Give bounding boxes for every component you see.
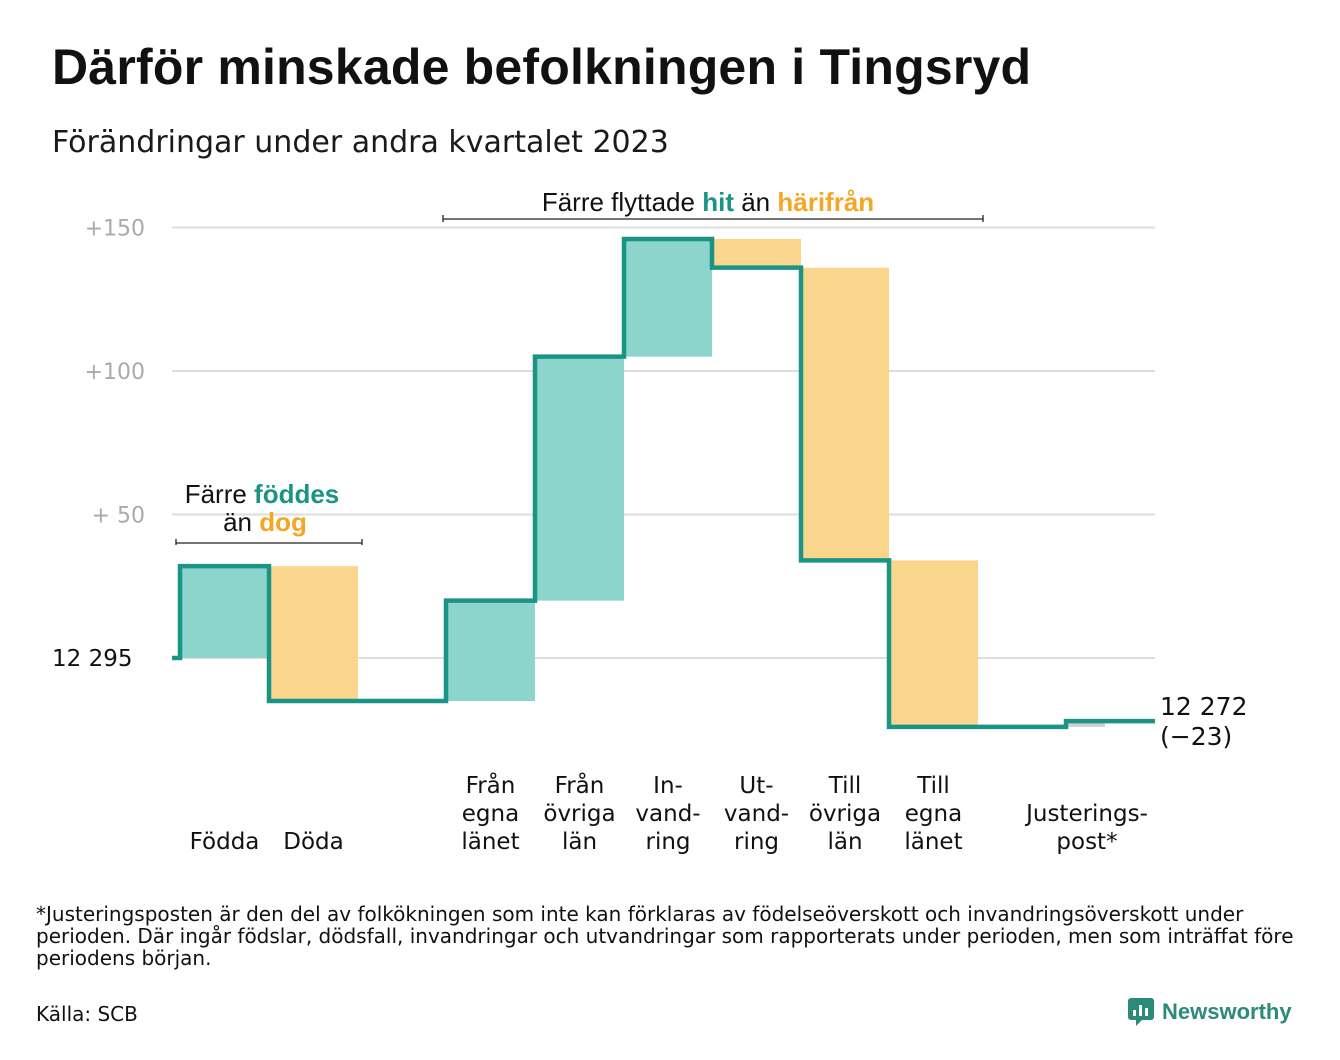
x-axis-label: länet <box>461 829 519 855</box>
step-line <box>172 236 1155 730</box>
waterfall-bar <box>1066 721 1105 727</box>
x-axis-label: Till <box>828 773 862 799</box>
waterfall-bar <box>446 600 535 702</box>
end-change-label: (−23) <box>1160 722 1232 751</box>
cumulative-step-line <box>172 236 1155 730</box>
annotation-births: Färre föddes än dog <box>175 479 363 545</box>
x-axis-label: In- <box>653 773 683 799</box>
source-label: Källa: SCB <box>36 1002 138 1026</box>
annotation-deaths-text: än <box>223 507 259 537</box>
x-axis-label: Från <box>466 771 516 799</box>
annotation-migration-highlight-hit: hit <box>702 187 734 217</box>
x-axis-label: Justerings- <box>1024 801 1148 827</box>
x-axis-label: övriga <box>809 801 881 827</box>
annotation-migration-text: Färre flyttade <box>542 187 702 217</box>
y-tick-label: +150 <box>85 217 145 242</box>
x-axis-label: post* <box>1056 829 1117 855</box>
annotation-migration-bracket <box>442 215 984 222</box>
start-value-label: 12 295 <box>52 646 132 672</box>
waterfall-bar <box>712 238 801 268</box>
x-axis-label: län <box>562 829 597 855</box>
x-axis-label: Till <box>916 773 950 799</box>
x-axis-label: län <box>827 829 862 855</box>
brand-logo: Newsworthy <box>1128 998 1292 1026</box>
waterfall-chart: +150+100+ 50 Födda DödaFrånegnalänetFrånö… <box>52 187 1247 855</box>
annotation-births-highlight: föddes <box>254 479 339 509</box>
x-axis-label: vand- <box>724 801 789 827</box>
waterfall-bar <box>535 356 624 601</box>
waterfall-bar <box>889 560 978 727</box>
annotation-migration-highlight-harifran: härifrån <box>777 187 874 217</box>
x-axis-label: Födda <box>190 829 260 855</box>
annotation-migration-mid: än <box>734 187 777 217</box>
chart-title: Därför minskade befolkningen i Tingsryd <box>52 39 1032 95</box>
end-labels: 12 295 12 272(−23) <box>52 646 1247 751</box>
x-axis-label: vand- <box>635 801 700 827</box>
x-axis-label: Från <box>555 771 605 799</box>
footnote: *Justeringsposten är den del av folkökni… <box>36 902 1294 970</box>
x-axis-label: Ut- <box>739 773 773 799</box>
waterfall-bar <box>801 267 889 561</box>
end-value-label: 12 272 <box>1160 692 1247 721</box>
x-axis-label: egna <box>462 801 519 827</box>
bars <box>180 238 1105 727</box>
y-axis-ticks: +150 +100 + 50 <box>85 217 145 529</box>
annotation-births-bracket <box>175 539 363 545</box>
waterfall-bar <box>269 566 358 702</box>
x-axis-labels: Födda DödaFrånegnalänetFrånövrigalänIn-va… <box>190 771 1148 855</box>
y-tick-label: + 50 <box>92 504 145 529</box>
newsworthy-logo-icon <box>1128 998 1154 1026</box>
waterfall-bar <box>624 238 712 357</box>
svg-text:Färre föddes: Färre föddes <box>185 479 340 509</box>
waterfall-bar <box>180 566 269 658</box>
svg-text:än dog: än dog <box>223 507 307 537</box>
x-axis-label: Döda <box>283 829 343 855</box>
annotation-deaths-highlight: dog <box>259 507 307 537</box>
chart-subtitle: Förändringar under andra kvartalet 2023 <box>52 125 669 160</box>
x-axis-label: övriga <box>543 801 615 827</box>
y-tick-label: +100 <box>85 360 145 385</box>
x-axis-label: ring <box>645 829 690 855</box>
svg-text:Färre flyttade hit än härifrån: Färre flyttade hit än härifrån <box>542 187 874 217</box>
x-axis-label: länet <box>904 829 962 855</box>
x-axis-label: egna <box>905 801 962 827</box>
x-axis-label: ring <box>734 829 779 855</box>
brand-name: Newsworthy <box>1162 999 1292 1024</box>
annotation-migration: Färre flyttade hit än härifrån <box>442 187 984 222</box>
annotation-births-text: Färre <box>185 479 254 509</box>
